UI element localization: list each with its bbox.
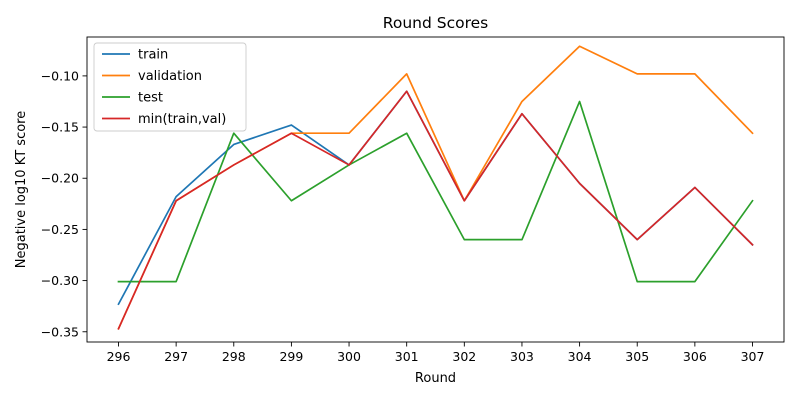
x-tick-label: 296 [107,349,131,364]
x-tick-label: 307 [741,349,765,364]
y-tick-label: −0.10 [41,68,79,83]
x-tick-label: 298 [222,349,246,364]
x-tick-label: 306 [683,349,707,364]
x-tick-label: 303 [510,349,534,364]
y-axis-label: Negative log10 KT score [14,111,29,269]
x-axis-label: Round [415,371,456,386]
y-tick-label: −0.35 [41,324,79,339]
series-line-3 [117,90,754,330]
x-tick-label: 297 [164,349,188,364]
legend-label-3: min(train,val) [138,112,226,127]
chart-title: Round Scores [383,14,488,32]
y-tick-label: −0.20 [41,171,79,186]
series-lines [117,45,754,330]
y-tick-label: −0.15 [41,120,79,135]
x-axis: 296 297 298 299 300 301 302 303 304 305 306 307 [107,342,765,364]
series-line-2 [117,100,754,283]
x-tick-label: 301 [395,349,419,364]
plot-frame [86,36,785,343]
x-tick-label: 302 [452,349,476,364]
x-tick-label: 304 [568,349,592,364]
legend-label-0: train [138,48,168,63]
y-tick-label: −0.30 [41,273,79,288]
legend: train validation test min(train,val) [93,42,247,132]
legend-box [93,42,247,132]
legend-label-2: test [138,91,163,106]
x-tick-label: 299 [279,349,303,364]
x-tick-label: 300 [337,349,361,364]
legend-label-1: validation [138,69,202,84]
y-axis: −0.35 −0.30 −0.25 −0.20 −0.15 −0.10 [41,68,87,339]
x-tick-label: 305 [625,349,649,364]
y-tick-label: −0.25 [41,222,79,237]
